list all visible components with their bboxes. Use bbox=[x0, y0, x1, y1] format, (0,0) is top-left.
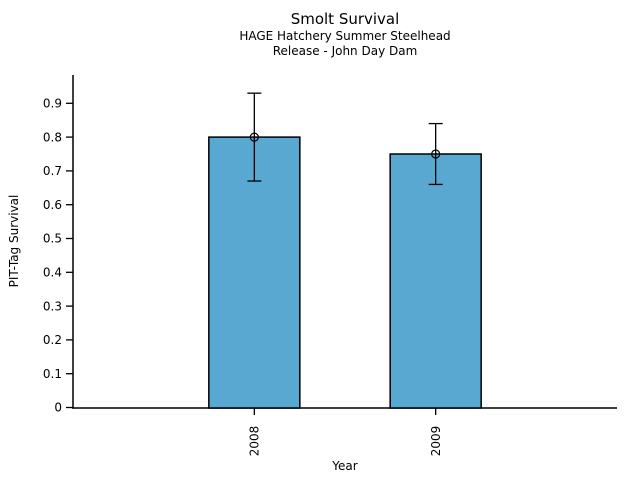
chart-header: Smolt Survival HAGE Hatchery Summer Stee… bbox=[73, 10, 617, 59]
y-tick-label: 0.4 bbox=[43, 266, 62, 280]
y-tick-label: 0 bbox=[54, 401, 62, 415]
chart-title: Smolt Survival bbox=[290, 10, 400, 28]
y-tick-label: 0.6 bbox=[43, 198, 62, 212]
x-tick-label-2009: 2009 bbox=[429, 426, 443, 457]
x-tick-label-2008: 2008 bbox=[248, 426, 262, 457]
bar-2009 bbox=[389, 153, 482, 409]
chart-subtitle-line1: HAGE Hatchery Summer Steelhead bbox=[239, 29, 451, 43]
data-point-marker-2008 bbox=[249, 132, 259, 142]
y-tick-label: 0.2 bbox=[43, 333, 62, 347]
x-axis-label: Year bbox=[332, 459, 358, 473]
data-point-marker-2009 bbox=[431, 149, 441, 159]
y-tick-label: 0.3 bbox=[43, 299, 62, 313]
y-tick-label: 0.8 bbox=[43, 130, 62, 144]
y-tick-label: 0.5 bbox=[43, 232, 62, 246]
y-tick-label: 0.7 bbox=[43, 164, 62, 178]
chart-subtitle-line2: Release - John Day Dam bbox=[272, 44, 418, 58]
y-tick-label: 0.1 bbox=[43, 367, 62, 381]
y-tick-label: 0.9 bbox=[43, 97, 62, 111]
